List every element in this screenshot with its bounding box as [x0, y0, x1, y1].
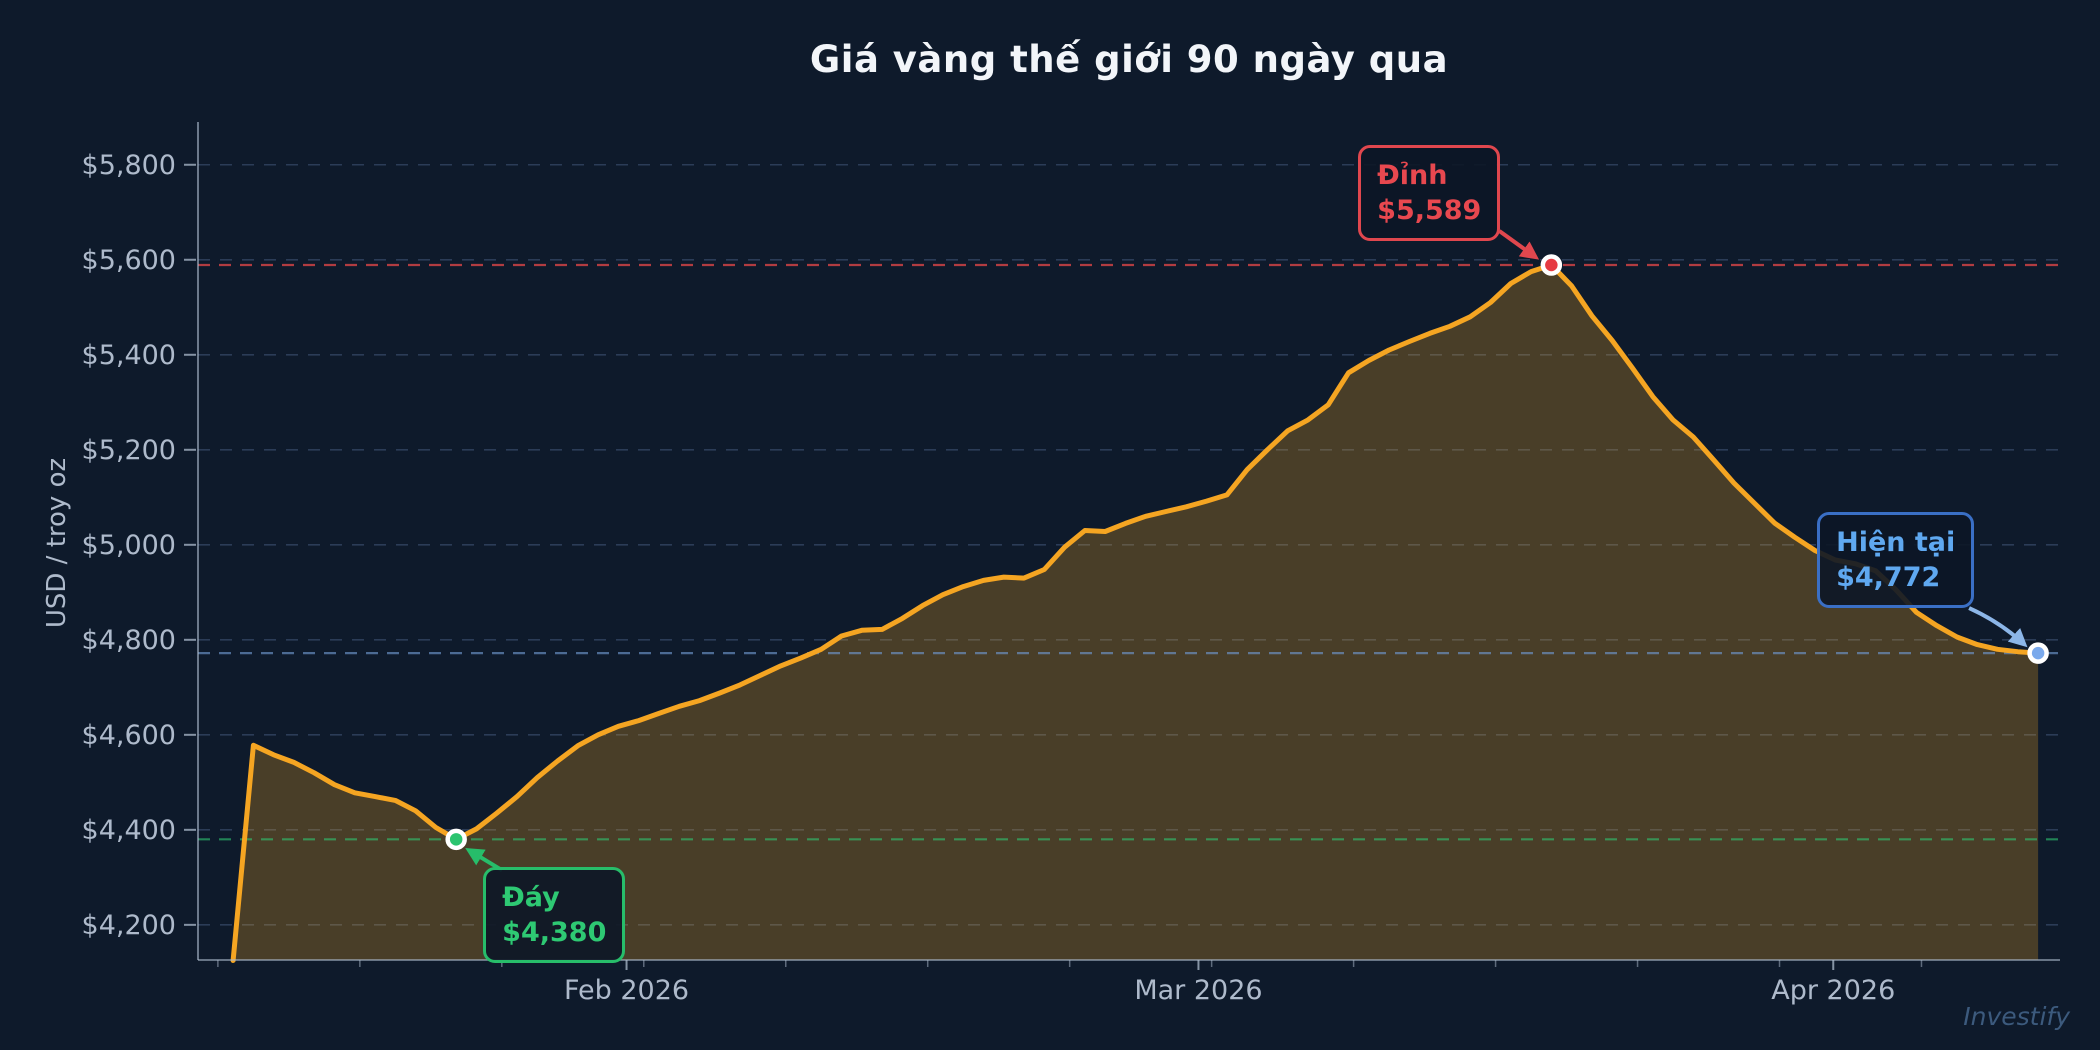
- y-tick-label: $5,600: [82, 245, 176, 276]
- watermark-text: Investify: [1963, 1002, 2070, 1031]
- y-tick-label: $4,200: [82, 910, 176, 941]
- x-tick-label: Apr 2026: [1771, 975, 1895, 1006]
- trough-annotation-box: Đáy $4,380: [483, 867, 626, 964]
- current-arrow-icon: [1968, 606, 2028, 648]
- y-tick-label: $4,400: [82, 815, 176, 846]
- y-tick-label: $5,200: [82, 435, 176, 466]
- x-tick-label: Mar 2026: [1134, 975, 1262, 1006]
- x-tick-label: Feb 2026: [564, 975, 689, 1006]
- y-tick-label: $5,000: [82, 530, 176, 561]
- trough-annotation-value: $4,380: [502, 917, 607, 949]
- peak-arrow-icon: [1498, 229, 1540, 260]
- axis-ticks-and-labels: $4,200 $4,400 $4,600 $4,800 $5,000 $5,200 $5,4…: [82, 150, 1923, 1006]
- current-annotation-label: Hiện tại: [1836, 527, 1956, 559]
- trough-arrow-icon: [465, 847, 504, 873]
- y-gridlines: [198, 163, 2060, 926]
- peak-annotation-label: Đỉnh: [1377, 159, 1448, 191]
- price-area-fill: [233, 265, 2039, 961]
- current-annotation-box: Hiện tại $4,772: [1817, 512, 1975, 609]
- current-marker: [2027, 642, 2049, 664]
- y-tick-label: $5,800: [82, 150, 176, 181]
- y-axis-title: USD / troy oz: [42, 457, 72, 629]
- annotation-arrows: [465, 229, 2028, 873]
- chart-title: Giá vàng thế giới 90 ngày qua: [809, 38, 1449, 81]
- trough-marker: [445, 828, 467, 851]
- y-tick-label: $4,600: [82, 720, 176, 751]
- peak-marker: [1540, 254, 1563, 276]
- peak-annotation-box: Đỉnh $5,589: [1358, 144, 1501, 241]
- y-tick-label: $4,800: [82, 625, 176, 656]
- trough-annotation-label: Đáy: [502, 882, 560, 914]
- peak-annotation-value: $5,589: [1377, 194, 1482, 226]
- current-annotation-value: $4,772: [1836, 562, 1941, 594]
- reference-dashed-lines: [198, 263, 2060, 841]
- y-tick-label: $5,400: [82, 340, 176, 371]
- marker-dots: [445, 254, 2049, 851]
- price-line: [230, 262, 2041, 963]
